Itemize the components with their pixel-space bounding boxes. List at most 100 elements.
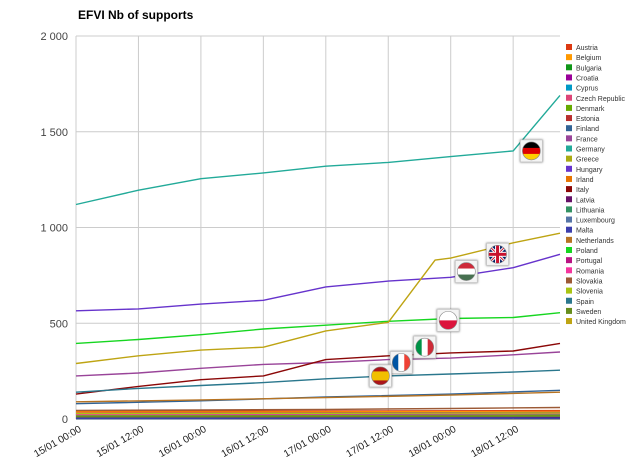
legend-label: Finland	[576, 126, 599, 133]
flag-rim	[371, 366, 390, 386]
legend-label: Luxembourg	[576, 218, 615, 225]
legend-label: Malta	[576, 228, 593, 235]
legend-label: Portugal	[576, 258, 603, 265]
legend-swatch	[566, 297, 572, 304]
series-lines	[75, 94, 561, 420]
legend-swatch	[566, 44, 572, 50]
legend-label: Romania	[576, 268, 604, 275]
legend-label: United Kingdom	[576, 319, 626, 326]
series-line-slovakia	[75, 406, 561, 412]
flag-body	[457, 262, 476, 281]
legend-swatch	[566, 318, 572, 325]
legend-swatch	[566, 104, 572, 111]
chart-title: EFVI Nb of supports	[78, 8, 194, 22]
legend-label: Denmark	[576, 106, 605, 113]
y-tick-label: 1 500	[40, 127, 68, 139]
legend-label: Slovakia	[576, 278, 603, 285]
flag-markers	[369, 139, 543, 388]
legend-label: Hungary	[576, 167, 603, 174]
y-tick-label: 2 000	[40, 31, 68, 43]
series-line-belgium	[76, 410, 561, 413]
legend-swatch	[566, 64, 572, 71]
x-tick-label: 15/01 12:00	[95, 424, 147, 460]
legend-label: Poland	[576, 248, 598, 255]
x-tick-label: 16/01 00:00	[157, 424, 209, 460]
flag-stripe	[439, 311, 458, 321]
legend-swatch	[566, 206, 572, 213]
legend-label: Estonia	[576, 116, 599, 123]
hungary-flag-icon	[454, 260, 478, 283]
legend-swatch	[566, 175, 572, 182]
poland-flag-icon	[436, 308, 460, 332]
legend-label: Slovenia	[576, 289, 603, 296]
flag-stripe	[457, 268, 476, 275]
flag-stripe	[439, 320, 458, 330]
series-line-hungary	[75, 253, 561, 312]
legend-label: Lithuania	[576, 207, 605, 214]
legend-label: Germany	[576, 147, 605, 154]
flag-stripe	[398, 353, 405, 372]
spain-flag-icon	[369, 364, 392, 388]
series-line-france	[75, 351, 561, 377]
flag-stripe	[457, 274, 476, 281]
germany-flag-icon	[519, 139, 543, 163]
legend-label: France	[576, 136, 598, 143]
x-tick-label: 18/01 00:00	[407, 424, 459, 460]
legend-swatch	[566, 84, 572, 91]
legend-label: Czech Republic	[576, 96, 626, 103]
legend-swatch	[566, 196, 572, 203]
x-tick-label: 17/01 12:00	[345, 424, 397, 460]
legend-swatch	[566, 247, 572, 253]
flag-rim	[522, 141, 541, 161]
legend-swatch	[566, 287, 572, 294]
series-line-sweden	[76, 415, 561, 418]
legend: Austria Belgium Bulgaria Croatia Cyprus Czech…	[566, 44, 626, 326]
legend-label: Greece	[576, 157, 599, 164]
legend-swatch	[566, 277, 572, 284]
series-line-slovenia	[75, 412, 561, 415]
legend-swatch	[566, 115, 572, 122]
legend-swatch	[566, 307, 572, 314]
legend-label: Croatia	[576, 75, 599, 82]
legend-swatch	[566, 74, 572, 81]
legend-label: Bulgaria	[576, 65, 602, 72]
flag-body	[439, 311, 458, 330]
series-line-austria	[75, 409, 561, 412]
legend-label: Irland	[576, 177, 594, 184]
flag-stripe	[457, 262, 476, 269]
legend-label: Latvia	[576, 197, 595, 204]
series-line-spain	[75, 369, 561, 393]
flag-rim	[457, 262, 476, 281]
y-tick-label: 500	[50, 318, 68, 330]
flag-stripe	[522, 141, 541, 149]
legend-swatch	[566, 94, 572, 101]
x-tick-label: 17/01 00:00	[282, 424, 334, 460]
series-line-germany	[75, 94, 561, 206]
flag-rim	[415, 337, 434, 357]
flag-body	[415, 338, 434, 357]
y-axis-tick-labels: 0 500 1 000 1 500 2 000	[40, 31, 68, 426]
series-line-united-kingdom	[75, 232, 561, 365]
legend-swatch	[566, 165, 572, 172]
flag-body	[522, 141, 541, 160]
legend-swatch	[566, 186, 572, 193]
legend-swatch	[566, 125, 572, 132]
legend-label: Belgium	[576, 55, 601, 62]
flag-cross	[496, 245, 500, 264]
flag-rim	[391, 353, 411, 372]
legend-swatch	[566, 145, 572, 152]
flag-body	[488, 245, 507, 264]
flag-body	[392, 353, 411, 372]
legend-label: Italy	[576, 187, 589, 194]
legend-swatch	[566, 216, 572, 223]
flag-rim	[488, 245, 507, 264]
x-tick-label: 15/01 00:00	[32, 424, 84, 460]
series-line-poland	[75, 312, 561, 345]
flag-stripe	[415, 338, 422, 357]
legend-label: Sweden	[576, 309, 601, 316]
legend-swatch	[566, 135, 572, 142]
flag-stripe	[392, 353, 399, 372]
series-line-finland	[75, 389, 561, 405]
legend-label: Netherlands	[576, 238, 614, 245]
